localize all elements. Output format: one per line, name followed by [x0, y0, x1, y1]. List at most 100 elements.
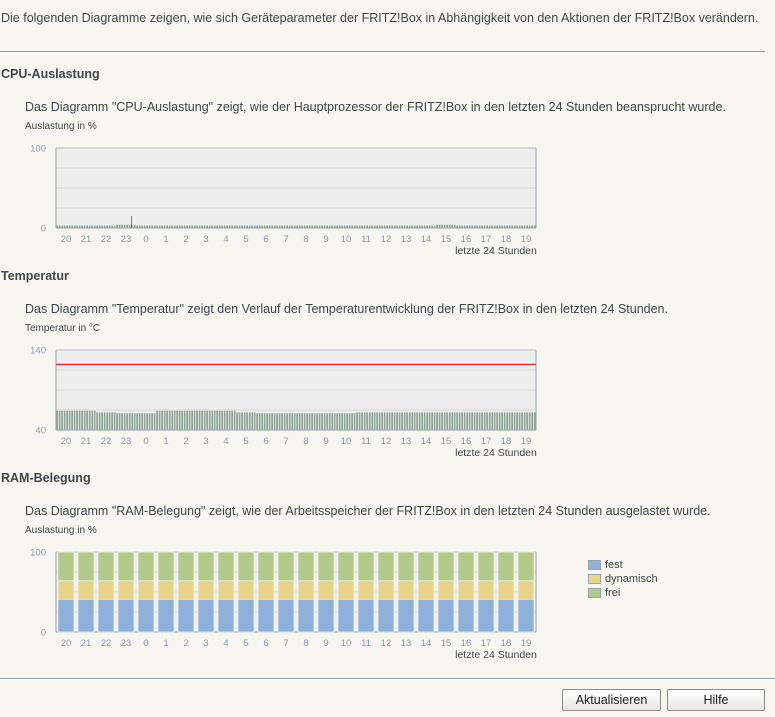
- temperature-bar: [93, 410, 96, 430]
- temperature-x-tick-label: 23: [121, 436, 132, 447]
- temperature-bar: [183, 410, 186, 430]
- cpu-bar: [211, 225, 213, 228]
- cpu-bar: [276, 225, 278, 228]
- cpu-bar: [531, 225, 533, 228]
- temperature-bar: [433, 412, 436, 430]
- temperature-bar: [518, 412, 521, 430]
- ram-x-tick-label: 19: [521, 638, 532, 649]
- legend-swatch-frei: [588, 588, 601, 598]
- temperature-bar: [73, 410, 76, 430]
- cpu-bar: [206, 225, 208, 228]
- cpu-bar: [348, 225, 351, 228]
- temperature-bar: [383, 412, 386, 430]
- cpu-bar: [481, 225, 483, 228]
- cpu-bar: [478, 225, 481, 228]
- cpu-bar: [323, 225, 326, 228]
- cpu-x-tick-label: 13: [401, 234, 412, 245]
- temperature-bar: [108, 412, 111, 430]
- cpu-x-tick-label: 17: [481, 234, 492, 245]
- cpu-bar: [291, 225, 293, 228]
- cpu-bar: [233, 225, 236, 228]
- temperature-bar: [413, 412, 416, 430]
- temperature-x-tick-label: 14: [421, 436, 432, 447]
- temperature-x-tick-label: 5: [243, 436, 248, 447]
- cpu-bar: [426, 225, 428, 228]
- cpu-bar: [411, 225, 413, 228]
- cpu-bar: [451, 224, 453, 228]
- cpu-bar: [188, 225, 191, 228]
- cpu-bar: [96, 225, 98, 228]
- temperature-bar: [461, 412, 463, 430]
- cpu-bar: [118, 224, 121, 228]
- cpu-bar: [403, 225, 406, 228]
- cpu-bar: [476, 225, 478, 228]
- temperature-bar: [208, 410, 211, 430]
- cpu-bar: [131, 224, 133, 228]
- ram-bar-dynamisch: [157, 580, 175, 600]
- ram-ylabel: Auslastung in %: [25, 525, 97, 536]
- cpu-bar: [486, 225, 488, 228]
- cpu-x-tick-label: 0: [143, 234, 148, 245]
- cpu-bar: [333, 225, 336, 228]
- ram-description: Das Diagramm "RAM-Belegung" zeigt, wie d…: [25, 504, 711, 518]
- cpu-bar: [113, 225, 116, 228]
- temperature-bar: [258, 413, 261, 430]
- cpu-bar: [248, 225, 251, 228]
- cpu-bar: [488, 225, 491, 228]
- temperature-bar: [106, 412, 108, 430]
- temperature-bar: [168, 410, 171, 430]
- cpu-bar: [431, 225, 433, 228]
- cpu-bar: [428, 225, 431, 228]
- refresh-button[interactable]: Aktualisieren: [562, 689, 661, 711]
- temperature-bar: [58, 410, 61, 430]
- ram-x-tick-label: 3: [203, 638, 208, 649]
- temperature-bar: [156, 410, 158, 430]
- cpu-peak-bar: [131, 216, 132, 228]
- ram-y-tick-label: 0: [41, 628, 46, 639]
- cpu-bar: [466, 225, 468, 228]
- legend-label-frei: frei: [605, 587, 621, 599]
- cpu-bar: [126, 224, 128, 228]
- ram-bar-frei: [477, 551, 495, 582]
- temperature-bar: [346, 413, 348, 430]
- help-button[interactable]: Hilfe: [667, 689, 765, 711]
- cpu-bar: [381, 225, 383, 228]
- ram-bar-frei: [357, 551, 375, 582]
- temperature-bar: [226, 410, 228, 430]
- temperature-bar: [431, 412, 433, 430]
- temperature-bar: [351, 413, 353, 430]
- temperature-bar: [303, 413, 306, 430]
- cpu-bar: [296, 225, 298, 228]
- cpu-x-tick-label: 15: [441, 234, 452, 245]
- temperature-bar: [521, 412, 523, 430]
- cpu-bar: [366, 225, 368, 228]
- temperature-bar: [251, 412, 253, 430]
- temperature-bar: [468, 412, 471, 430]
- ram-x-tick-label: 17: [481, 638, 492, 649]
- ram-bar-fest: [477, 598, 495, 633]
- temperature-bar: [246, 412, 248, 430]
- temperature-bar: [316, 413, 318, 430]
- temperature-bar: [388, 412, 391, 430]
- temperature-bar: [533, 412, 536, 430]
- cpu-bar: [461, 225, 463, 228]
- cpu-bar: [166, 225, 168, 228]
- bottom-divider: [0, 678, 775, 679]
- temperature-x-tick-label: 0: [143, 436, 148, 447]
- ram-bar-fest: [177, 598, 195, 633]
- cpu-bar: [446, 224, 448, 228]
- temperature-bar: [453, 412, 456, 430]
- cpu-bar: [73, 225, 76, 228]
- ram-bar-fest: [417, 598, 435, 633]
- cpu-bar: [86, 225, 88, 228]
- cpu-bar: [141, 225, 143, 228]
- temperature-bar: [116, 413, 118, 430]
- temperature-bar: [291, 413, 293, 430]
- ram-bar-frei: [197, 551, 215, 582]
- temperature-bar: [81, 410, 83, 430]
- cpu-bar: [81, 225, 83, 228]
- ram-x-tick-label: 21: [81, 638, 92, 649]
